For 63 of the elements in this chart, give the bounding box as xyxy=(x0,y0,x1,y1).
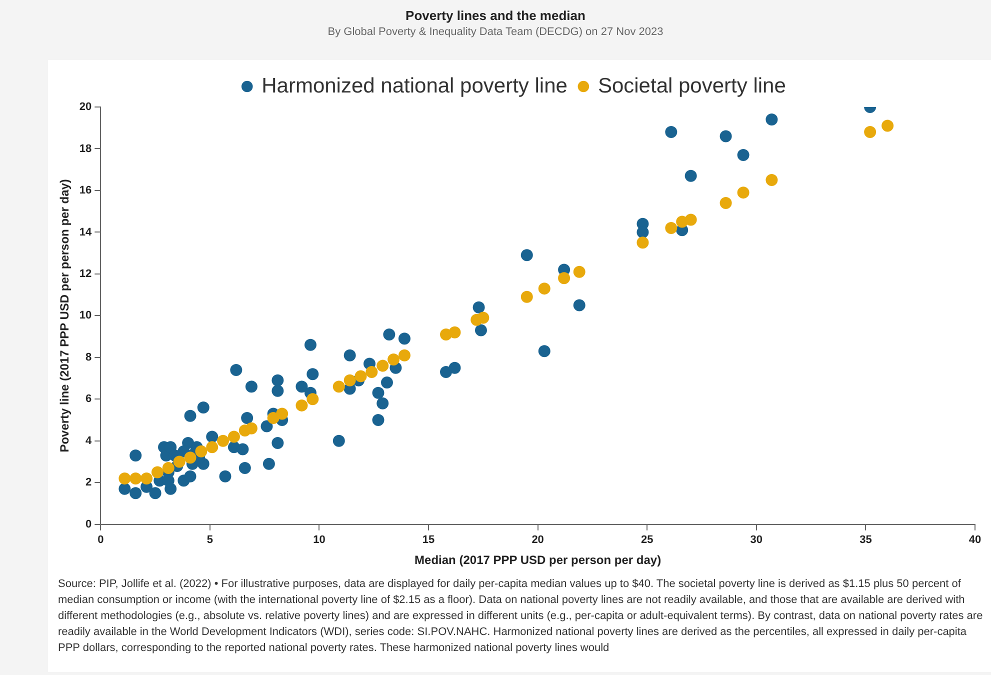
point xyxy=(306,393,319,406)
point xyxy=(558,272,570,284)
y-tick-label: 8 xyxy=(86,351,92,364)
x-tick-label: 0 xyxy=(98,534,104,546)
y-tick-label: 6 xyxy=(86,393,92,406)
x-tick-label: 30 xyxy=(750,534,763,546)
y-tick-label: 18 xyxy=(79,142,92,155)
point xyxy=(538,282,550,295)
x-tick-label: 35 xyxy=(860,534,872,546)
x-tick-label: 15 xyxy=(422,534,435,546)
point xyxy=(195,445,208,458)
point xyxy=(398,349,410,362)
point xyxy=(354,370,367,382)
legend-label: Societal poverty line xyxy=(598,74,786,98)
point xyxy=(173,456,186,468)
x-tick-label: 5 xyxy=(206,534,213,546)
source-note: Source: PIP, Jollife et al. (2022) • For illustrative purposes, data are displayed for daily per-capita median values up to $40. The societal poverty line is derived as $1.15 plus 50 percent of median consumption or income (with the international poverty line of $2.15 as a floor). Data on national poverty lines are not readily available, and those that are available are derived with different methodologies (e.g., absolute vs. relative poverty lines) and are expressed in different units (e.g., per-capita or adult-equivalent terms). By contrast, data on national poverty rates are readily available in the World Development Indicators (WDI), series code: SI.POV.NAHC. Harmonized national poverty lines are derived as the percentiles, all expressed in daily per-capita PPP dollars, corresponding to the reported national poverty rates. These harmonized national poverty lines would xyxy=(58,577,983,656)
point xyxy=(245,422,258,434)
point xyxy=(366,366,378,378)
point xyxy=(206,441,218,454)
point xyxy=(162,462,174,474)
point xyxy=(448,326,461,338)
point xyxy=(882,120,894,132)
y-tick-label: 12 xyxy=(79,268,92,280)
point xyxy=(520,290,533,303)
y-tick-label: 16 xyxy=(79,184,92,197)
point xyxy=(376,360,389,372)
y-tick-label: 10 xyxy=(79,310,92,322)
y-axis-title: Poverty line (2017 PPP USD per person per day) xyxy=(58,179,72,452)
x-tick-label: 40 xyxy=(968,534,982,546)
point xyxy=(140,472,153,484)
point xyxy=(184,452,196,464)
y-tick-label: 2 xyxy=(86,476,92,489)
point xyxy=(864,126,876,138)
x-tick-label: 25 xyxy=(640,534,654,546)
point xyxy=(118,472,131,484)
point xyxy=(217,434,230,447)
point xyxy=(766,174,778,186)
point xyxy=(665,222,678,234)
point xyxy=(151,466,164,478)
point xyxy=(720,197,732,209)
y-tick-label: 4 xyxy=(86,434,93,447)
legend-label: Harmonized national poverty line xyxy=(262,74,568,98)
y-tick-label: 0 xyxy=(86,518,92,530)
point xyxy=(296,399,308,412)
chart-subtitle: By Global Poverty & Inequality Data Team (DECDG) on 27 Nov 2023 xyxy=(326,26,664,38)
point xyxy=(344,374,356,386)
y-tick-label: 20 xyxy=(79,101,92,114)
point xyxy=(737,186,750,199)
y-tick-label: 14 xyxy=(79,226,93,238)
point xyxy=(636,236,649,249)
point xyxy=(573,266,586,278)
x-tick-label: 20 xyxy=(532,534,544,546)
point xyxy=(228,430,240,443)
point xyxy=(477,312,490,324)
point xyxy=(332,380,345,393)
point xyxy=(276,408,288,420)
point xyxy=(388,354,400,366)
chart-title: Poverty lines and the median xyxy=(404,8,586,23)
x-tick-label: 10 xyxy=(313,534,326,546)
x-axis-title: Median (2017 PPP USD per person per day) xyxy=(414,553,662,568)
point xyxy=(130,472,142,484)
point xyxy=(684,214,697,226)
